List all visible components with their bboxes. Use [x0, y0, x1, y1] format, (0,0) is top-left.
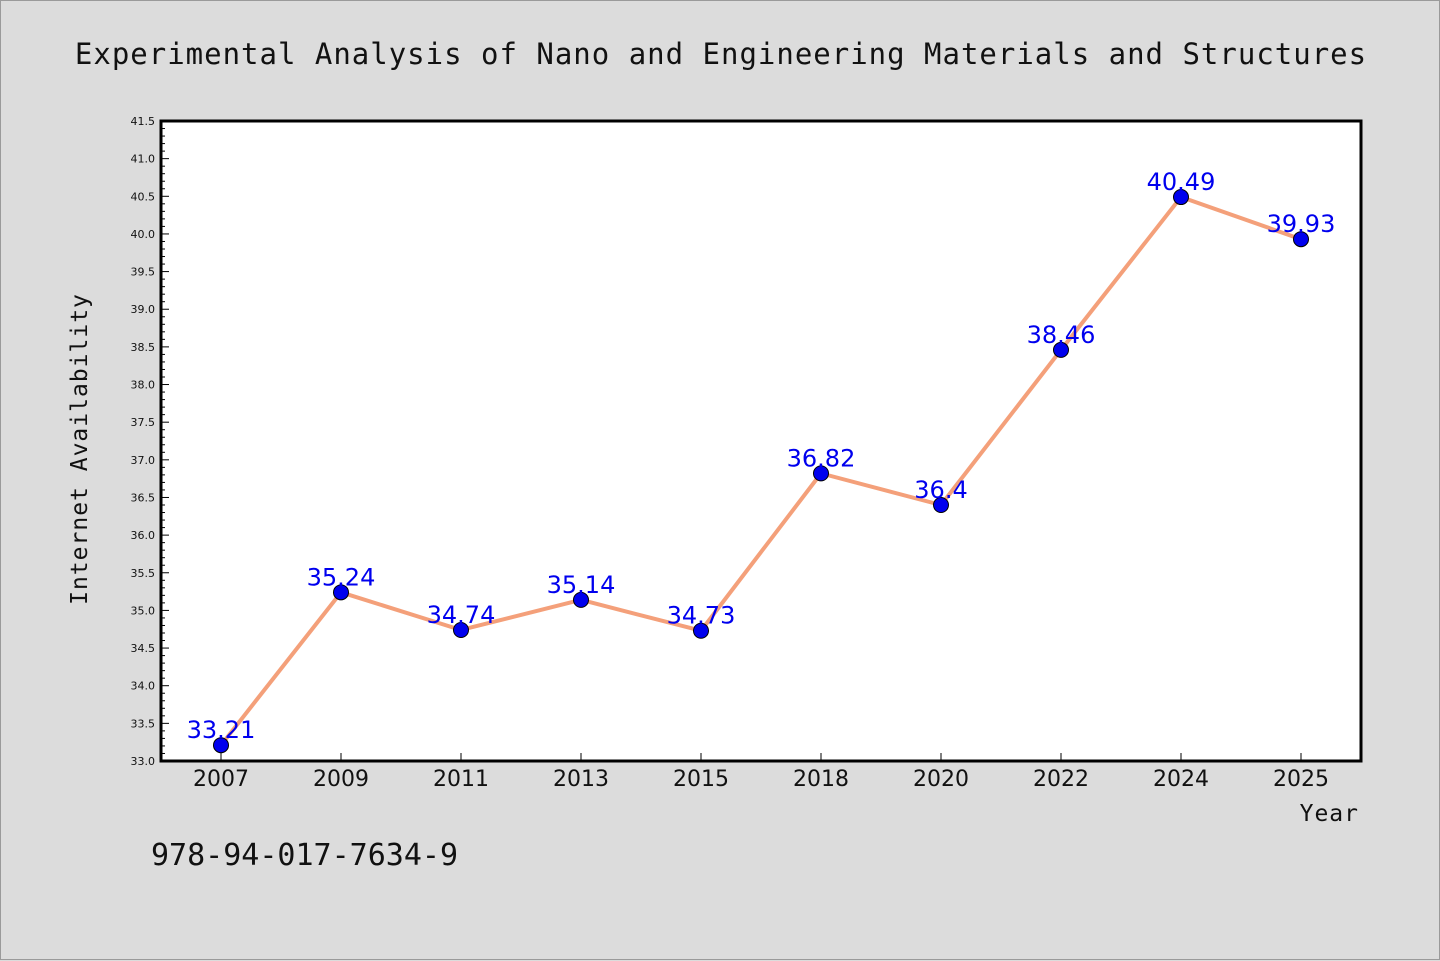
data-point [813, 465, 829, 482]
y-tick-label: 37.0 [131, 454, 156, 467]
data-point [1293, 231, 1309, 248]
series-line [219, 195, 1302, 747]
data-label: 34.73 [667, 602, 736, 630]
data-label: 33.21 [187, 716, 256, 744]
x-tick-label: 2024 [1153, 767, 1209, 792]
y-tick-label: 39.0 [131, 303, 156, 316]
data-point [333, 584, 349, 601]
data-label: 36.4 [914, 476, 967, 504]
data-label: 39.93 [1267, 210, 1336, 238]
x-tick-label: 2007 [193, 767, 249, 792]
y-tick-label: 38.5 [131, 341, 156, 354]
data-point [1173, 189, 1189, 206]
data-label: 35.24 [307, 563, 376, 591]
y-tick-label: 33.0 [131, 755, 156, 768]
data-label: 34.74 [427, 601, 496, 629]
data-point [453, 621, 469, 638]
y-tick-label: 36.0 [131, 529, 156, 542]
y-tick-label: 36.5 [131, 491, 156, 504]
data-label: 38.46 [1027, 321, 1096, 349]
data-point [1053, 341, 1069, 358]
y-tick-label: 39.5 [131, 266, 156, 279]
isbn-annotation: 978-94-017-7634-9 [151, 838, 458, 873]
x-tick-label: 2009 [313, 767, 369, 792]
series-layer: 33.21 35.24 34.74 35.14 34.73 36.82 36.4 38.46 4… [187, 168, 1336, 754]
y-tick-label: 35.0 [131, 604, 156, 617]
y-tick-label: 40.5 [131, 190, 156, 203]
data-point [693, 622, 709, 639]
plot-area [159, 119, 1363, 763]
x-tick-label: 2013 [553, 767, 609, 792]
y-tick-label: 41.0 [131, 153, 156, 166]
y-tick-label: 34.5 [131, 642, 156, 655]
data-point [213, 737, 229, 754]
y-tick-label: 34.0 [131, 680, 156, 693]
x-tick-label: 2011 [433, 767, 489, 792]
data-label: 36.82 [787, 444, 856, 472]
data-label: 40.49 [1147, 168, 1216, 196]
x-tick-label: 2020 [913, 767, 969, 792]
data-point [933, 497, 949, 513]
chart-title: Experimental Analysis of Nano and Engine… [75, 37, 1367, 71]
data-label: 35.14 [547, 571, 616, 599]
data-point [573, 591, 589, 608]
x-axis-ticks: 2007 2009 2011 2013 2015 2018 2020 2022 2024 2025 [193, 753, 1329, 792]
x-axis-label: Year [1300, 801, 1359, 827]
y-tick-label: 40.0 [131, 228, 156, 241]
y-tick-label: 35.5 [131, 567, 156, 580]
x-tick-label: 2018 [793, 767, 849, 792]
y-tick-label: 38.0 [131, 379, 156, 392]
y-axis-ticks: 33.0 33.5 34.0 34.5 35.0 35.5 36.0 36.5 37.0 37.5… [131, 115, 169, 768]
y-tick-label: 37.5 [131, 416, 156, 429]
y-axis-label: Internet Availability [67, 293, 93, 605]
y-tick-label: 33.5 [131, 717, 156, 730]
x-tick-label: 2015 [673, 767, 729, 792]
y-tick-label: 41.5 [131, 115, 156, 128]
x-tick-label: 2025 [1273, 767, 1329, 792]
x-tick-label: 2022 [1033, 767, 1089, 792]
